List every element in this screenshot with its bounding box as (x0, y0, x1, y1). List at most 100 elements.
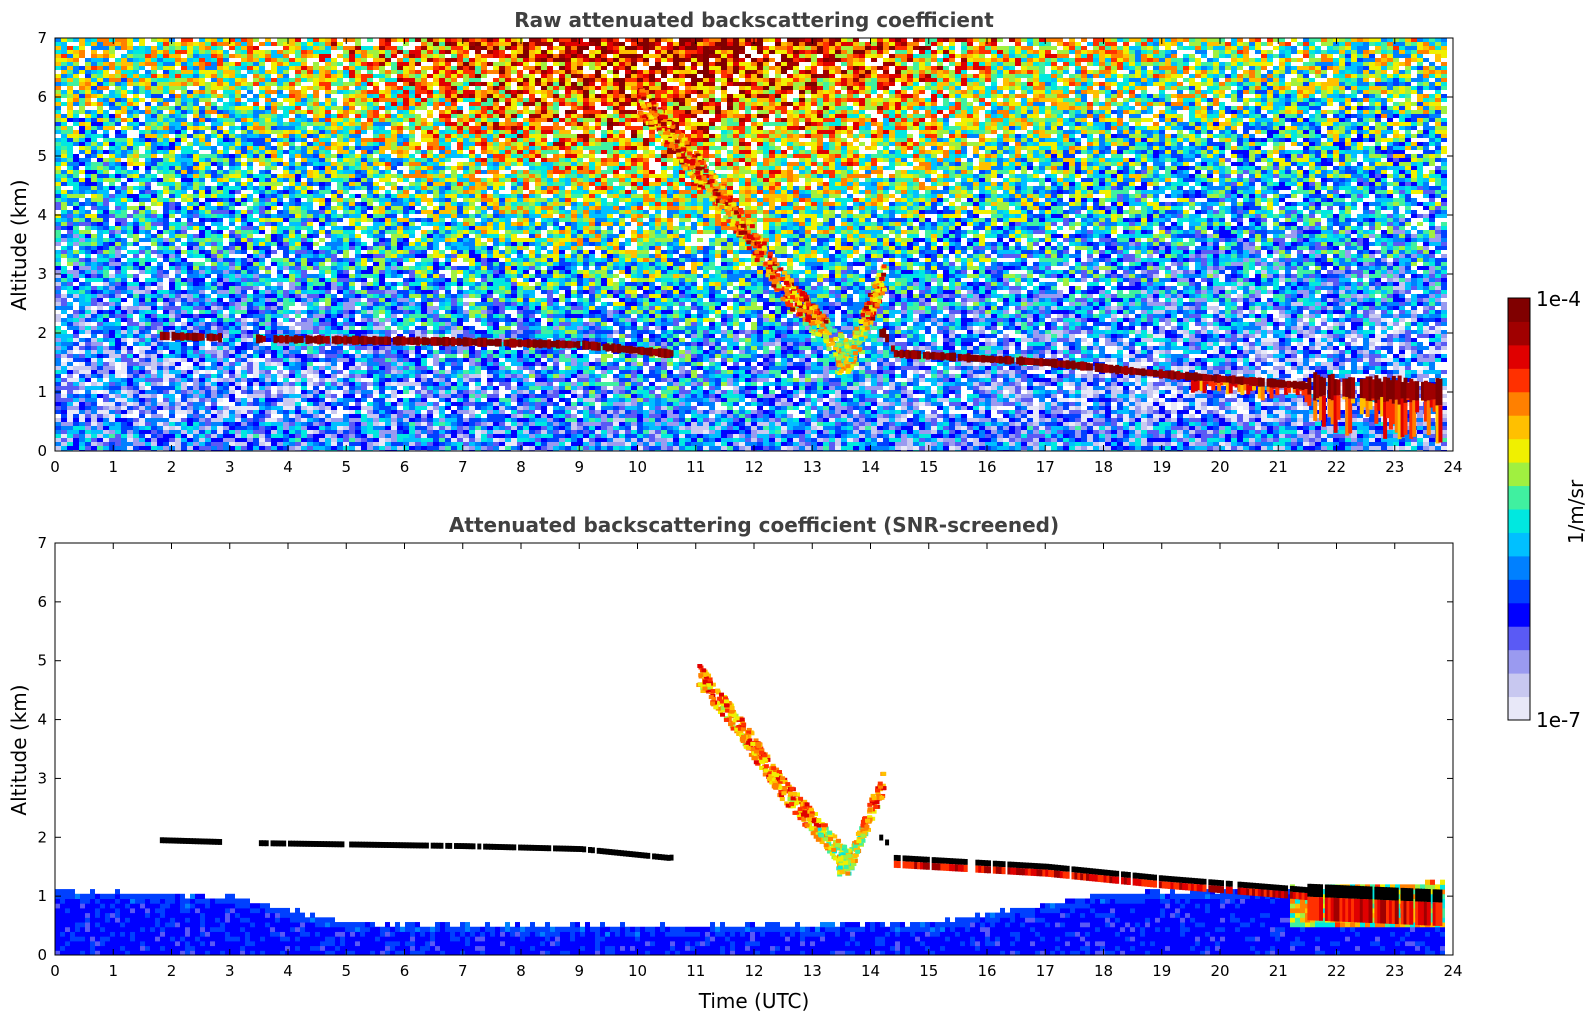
heatmap-cell (115, 214, 121, 218)
heatmap-cell (121, 94, 127, 98)
heatmap-cell (61, 142, 67, 146)
heatmap-cell (61, 442, 67, 446)
heatmap-cell (79, 126, 85, 130)
heatmap-cell (91, 50, 97, 54)
heatmap-cell (127, 294, 133, 298)
heatmap-cell (85, 122, 91, 126)
heatmap-cell (79, 238, 85, 242)
heatmap-cell (97, 354, 103, 358)
heatmap-cell (73, 130, 79, 134)
heatmap-cell (55, 398, 61, 402)
heatmap-cell (97, 74, 103, 78)
heatmap-cell (139, 62, 145, 66)
heatmap-cell (109, 74, 115, 78)
heatmap-cell (67, 286, 73, 290)
heatmap-cell (61, 130, 67, 134)
heatmap-cell (151, 50, 157, 54)
heatmap-cell (55, 402, 61, 406)
heatmap-cell (109, 158, 115, 162)
heatmap-cell (127, 162, 133, 166)
heatmap-cell (145, 370, 151, 374)
heatmap-cell (109, 422, 115, 426)
heatmap-cell (73, 214, 79, 218)
heatmap-cell (55, 234, 61, 238)
heatmap-cell (109, 302, 115, 306)
heatmap-cell (55, 426, 61, 430)
heatmap-cell (145, 118, 151, 122)
heatmap-cell (115, 198, 121, 202)
heatmap-cell (85, 270, 91, 274)
heatmap-cell (55, 190, 61, 194)
heatmap-cell (127, 438, 133, 442)
heatmap-cell (103, 322, 109, 326)
heatmap-cell (67, 114, 73, 118)
heatmap-cell (91, 154, 97, 158)
heatmap-cell (85, 342, 91, 346)
heatmap-cell (91, 394, 97, 398)
heatmap-cell (109, 358, 115, 362)
heatmap-cell (139, 226, 145, 230)
heatmap-cell (61, 226, 67, 230)
heatmap-cell (145, 198, 151, 202)
heatmap-cell (139, 286, 145, 290)
heatmap-cell (85, 62, 91, 66)
heatmap-cell (133, 234, 139, 238)
heatmap-cell (91, 402, 97, 406)
heatmap-cell (109, 198, 115, 202)
heatmap-cell (115, 422, 121, 426)
heatmap-cell (121, 358, 127, 362)
heatmap-cell (97, 302, 103, 306)
heatmap-cell (121, 314, 127, 318)
heatmap-cell (109, 102, 115, 106)
heatmap-cell (103, 390, 109, 394)
heatmap-cell (103, 78, 109, 82)
heatmap-cell (61, 254, 67, 258)
heatmap-cell (109, 246, 115, 250)
heatmap-cell (73, 442, 79, 446)
heatmap-cell (151, 66, 157, 70)
heatmap-cell (67, 134, 73, 138)
heatmap-cell (109, 98, 115, 102)
heatmap-cell (73, 366, 79, 370)
heatmap-cell (61, 346, 67, 350)
heatmap-cell (121, 166, 127, 170)
heatmap-cell (145, 158, 151, 162)
heatmap-cell (133, 62, 139, 66)
heatmap-cell (97, 278, 103, 282)
heatmap-cell (139, 314, 145, 318)
heatmap-cell (61, 366, 67, 370)
heatmap-cell (145, 294, 151, 298)
heatmap-cell (139, 178, 145, 182)
heatmap-cell (55, 110, 61, 114)
heatmap-cell (121, 210, 127, 214)
heatmap-cell (97, 422, 103, 426)
heatmap-cell (139, 358, 145, 362)
heatmap-cell (103, 166, 109, 170)
heatmap-cell (67, 318, 73, 322)
heatmap-cell (109, 106, 115, 110)
heatmap-cell (85, 402, 91, 406)
heatmap-cell (103, 270, 109, 274)
heatmap-cell (115, 330, 121, 334)
heatmap-cell (121, 330, 127, 334)
heatmap-cell (133, 150, 139, 154)
heatmap-cell (61, 274, 67, 278)
heatmap-cell (55, 258, 61, 262)
heatmap-cell (103, 434, 109, 438)
heatmap-cell (121, 326, 127, 330)
heatmap-cell (139, 346, 145, 350)
heatmap-cell (73, 118, 79, 122)
heatmap-cell (145, 326, 151, 330)
heatmap-cell (91, 42, 97, 46)
heatmap-cell (73, 70, 79, 74)
heatmap-cell (145, 54, 151, 58)
heatmap-cell (121, 342, 127, 346)
heatmap-cell (85, 314, 91, 318)
heatmap-cell (67, 158, 73, 162)
heatmap-cell (151, 122, 157, 126)
heatmap-cell (85, 386, 91, 390)
heatmap-cell (67, 218, 73, 222)
heatmap-cell (91, 326, 97, 330)
heatmap-cell (121, 198, 127, 202)
heatmap-cell (97, 142, 103, 146)
